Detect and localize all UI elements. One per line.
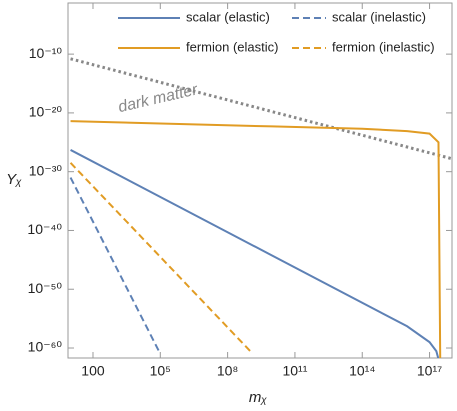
line	[70, 149, 440, 358]
reference-label: dark matter	[117, 81, 200, 116]
y-tick-label: 10⁻⁵⁰	[28, 280, 63, 296]
line	[70, 120, 442, 358]
legend-label: scalar (elastic)	[186, 9, 270, 24]
legend-label: fermion (inelastic)	[332, 39, 435, 54]
y-tick-label: 10⁻⁴⁰	[27, 221, 62, 237]
y-tick-label: 10⁻³⁰	[29, 162, 63, 178]
x-tick-label: 10⁵	[150, 363, 171, 379]
y-tick-label: 10⁻⁶⁰	[28, 339, 63, 355]
y-tick-label: 10⁻¹⁰	[29, 45, 63, 61]
plot-frame	[67, 2, 453, 359]
x-tick-label: 10⁸	[217, 363, 239, 379]
legend-label: scalar (inelastic)	[332, 9, 426, 24]
y-tick-label: 10⁻²⁰	[29, 104, 63, 120]
x-axis-label: mᵪ	[249, 389, 267, 406]
x-tick-label: 10¹¹	[282, 363, 307, 379]
legend-label: fermion (elastic)	[186, 39, 278, 54]
line	[69, 177, 162, 355]
plot-area	[69, 57, 452, 358]
y-axis-label: Yᵪ	[6, 171, 22, 188]
x-tick-label: 10¹⁷	[417, 363, 442, 379]
x-tick-label: 100	[81, 363, 105, 379]
line	[69, 162, 251, 352]
x-tick-label: 10¹⁴	[349, 363, 375, 379]
